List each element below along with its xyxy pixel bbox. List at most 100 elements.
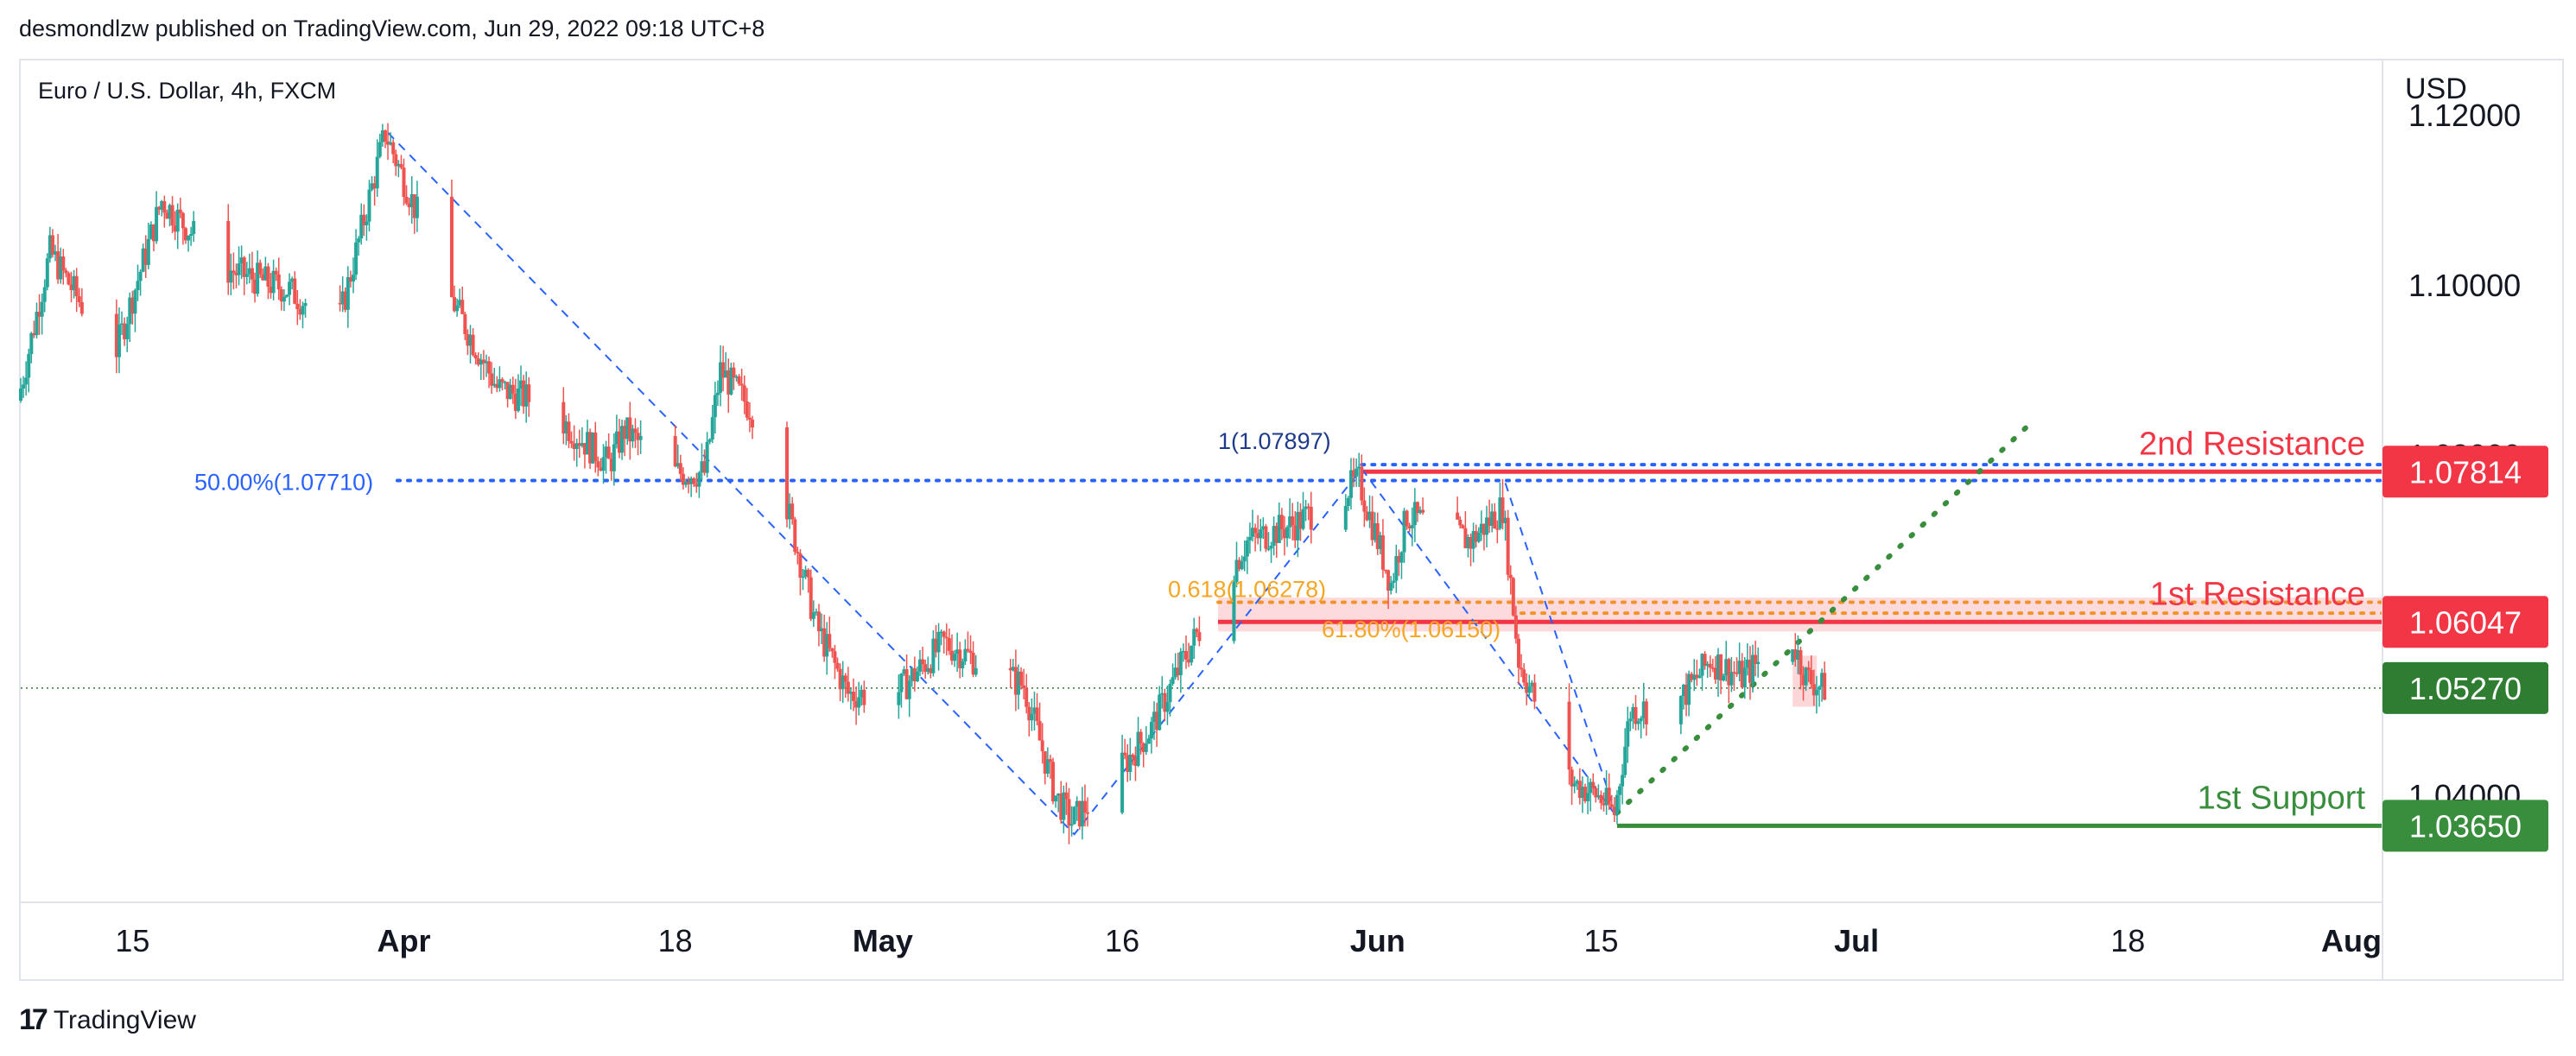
candle-body — [1075, 800, 1079, 807]
candle-body — [1067, 799, 1071, 826]
candle-body — [511, 384, 515, 394]
candle-body — [710, 417, 714, 439]
candle-body — [460, 300, 465, 314]
candle-body — [1304, 506, 1308, 509]
candle-body — [1719, 654, 1723, 681]
candle-body — [1615, 794, 1619, 815]
candle-body — [687, 481, 691, 484]
candle-body — [136, 281, 140, 291]
candle-body — [707, 439, 712, 442]
candle-body — [351, 275, 355, 282]
candle-body — [247, 268, 251, 275]
candle-body — [577, 443, 581, 446]
candle-body — [1713, 667, 1717, 680]
candle-body — [484, 361, 488, 364]
candle-body — [968, 650, 973, 653]
candle-body — [574, 443, 579, 450]
candle-body — [1011, 667, 1015, 671]
candle-body — [1187, 659, 1191, 663]
candle-body — [811, 612, 815, 619]
candle-body — [372, 183, 377, 189]
x-tick-label: 18 — [658, 923, 693, 958]
candle-body — [828, 634, 832, 648]
candle-body — [803, 569, 808, 577]
candle-body — [242, 257, 246, 277]
candle-body — [157, 206, 162, 210]
candle-body — [1365, 511, 1369, 521]
candle-body — [1525, 682, 1529, 693]
candle-body — [750, 420, 754, 428]
candle-body — [1703, 654, 1707, 667]
candle-body — [1722, 675, 1726, 681]
candle-body — [1735, 673, 1739, 674]
candle-body — [798, 553, 803, 578]
candle-body — [524, 384, 529, 407]
candle-body — [1410, 525, 1414, 528]
candle-body — [359, 214, 364, 239]
candle-body — [921, 659, 925, 665]
candle-body — [1530, 682, 1534, 686]
tradingview-brand: TradingView — [53, 1005, 196, 1034]
candle-body — [19, 388, 22, 401]
y-tick-label: 1.12000 — [2408, 98, 2521, 133]
candle-body — [1621, 775, 1625, 787]
candle-body — [479, 359, 483, 365]
candle-body — [412, 193, 416, 218]
candle-body — [1490, 511, 1494, 526]
candle-body — [455, 305, 460, 312]
candle-body — [1527, 686, 1532, 693]
candle-body — [1602, 803, 1606, 806]
candle-body — [1301, 509, 1305, 529]
candle-body — [1466, 537, 1470, 548]
candle-body — [143, 248, 148, 265]
candle-body — [742, 385, 746, 402]
candle-body — [170, 205, 174, 226]
candle-body — [189, 233, 194, 237]
x-tick-label: 18 — [2110, 923, 2145, 958]
candle-body — [1580, 787, 1584, 799]
candle-body — [290, 278, 295, 282]
candle-body — [298, 308, 302, 315]
candle-body — [601, 457, 606, 471]
candle-body — [814, 611, 818, 613]
candle-body — [175, 209, 180, 232]
candle-body — [1054, 795, 1058, 802]
symbol-title[interactable]: Euro / U.S. Dollar, 4h, FXCM — [38, 78, 337, 104]
fib-label: 0.618(1.06278) — [1168, 577, 1326, 603]
candle-body — [168, 205, 172, 219]
candle-body — [843, 675, 847, 682]
candle-body — [1479, 523, 1483, 534]
candle-body — [1756, 661, 1761, 665]
fib-label: 1(1.07897) — [1218, 428, 1331, 454]
candle-body — [394, 154, 398, 167]
candle-body — [848, 692, 853, 694]
candle-body — [737, 376, 741, 384]
candle-body — [926, 667, 930, 673]
candle-body — [1362, 500, 1367, 512]
candle-body — [747, 417, 752, 421]
candle-body — [1498, 497, 1502, 529]
candle-body — [340, 291, 345, 305]
candle-body — [793, 519, 797, 553]
candle-body — [1128, 755, 1133, 772]
candle-body — [237, 263, 241, 275]
candle-body — [27, 354, 31, 378]
level-layer — [396, 463, 2384, 828]
candle-body — [1072, 806, 1076, 825]
candle-body — [181, 212, 185, 229]
candle-body — [1195, 629, 1199, 633]
candle-body — [958, 649, 962, 668]
candle-body — [1596, 794, 1601, 798]
candle-body — [825, 634, 829, 657]
candle-body — [399, 163, 403, 168]
candle-body — [1628, 718, 1633, 722]
candle-body — [1485, 517, 1489, 535]
candle-body — [282, 296, 286, 302]
zigzag-line — [387, 132, 1363, 836]
candle-body — [513, 393, 517, 411]
candle-body — [1402, 510, 1406, 553]
candle-body — [897, 692, 901, 705]
candle-body — [929, 667, 933, 673]
tradingview-logo[interactable]: 17 TradingView — [19, 1003, 196, 1037]
